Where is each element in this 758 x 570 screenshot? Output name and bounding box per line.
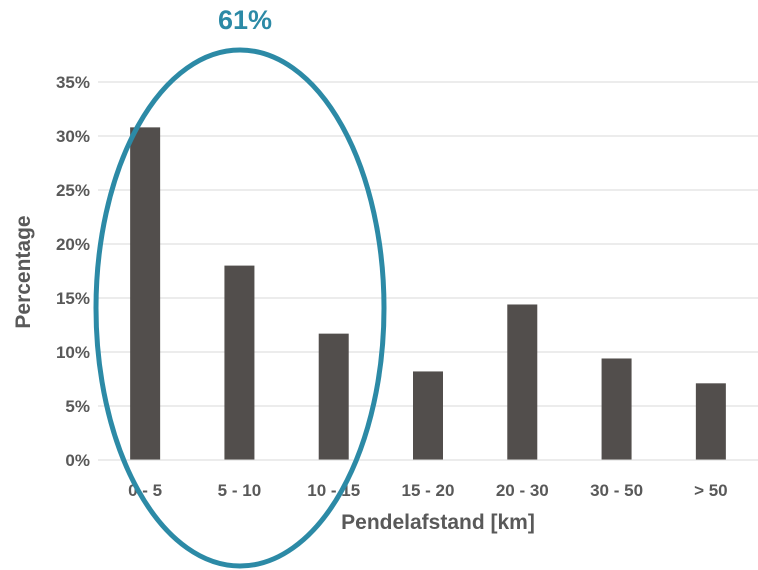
- bar: [130, 127, 161, 461]
- annotation-label: 61%: [218, 5, 272, 35]
- y-tick-labels: 0% 5% 10% 15% 20% 25% 30% 35%: [56, 73, 90, 470]
- y-tick-label: 25%: [56, 181, 90, 200]
- bar: [318, 333, 349, 460]
- y-tick-label: 30%: [56, 127, 90, 146]
- x-tick-label: 30 - 50: [590, 481, 643, 500]
- bar: [601, 358, 632, 460]
- x-tick-label: > 50: [694, 481, 728, 500]
- y-tick-label: 15%: [56, 289, 90, 308]
- bar: [695, 383, 726, 460]
- gridlines: [98, 81, 758, 407]
- y-tick-label: 10%: [56, 343, 90, 362]
- bars: [130, 127, 726, 461]
- y-tick-label: 20%: [56, 235, 90, 254]
- highlight-ellipse: [93, 47, 387, 569]
- y-tick-label: 5%: [65, 397, 90, 416]
- x-axis-title: Pendelafstand [km]: [341, 511, 535, 534]
- x-tick-label: 15 - 20: [402, 481, 455, 500]
- bar: [507, 304, 538, 460]
- bar: [413, 371, 443, 460]
- y-tick-label: 0%: [65, 451, 90, 470]
- y-tick-label: 35%: [56, 73, 90, 92]
- x-tick-label: 10 - 15: [307, 481, 360, 500]
- x-tick-label: 20 - 30: [496, 481, 549, 500]
- x-tick-label: 5 - 10: [218, 481, 261, 500]
- y-axis-title: Percentage: [12, 215, 35, 328]
- bar: [224, 265, 255, 460]
